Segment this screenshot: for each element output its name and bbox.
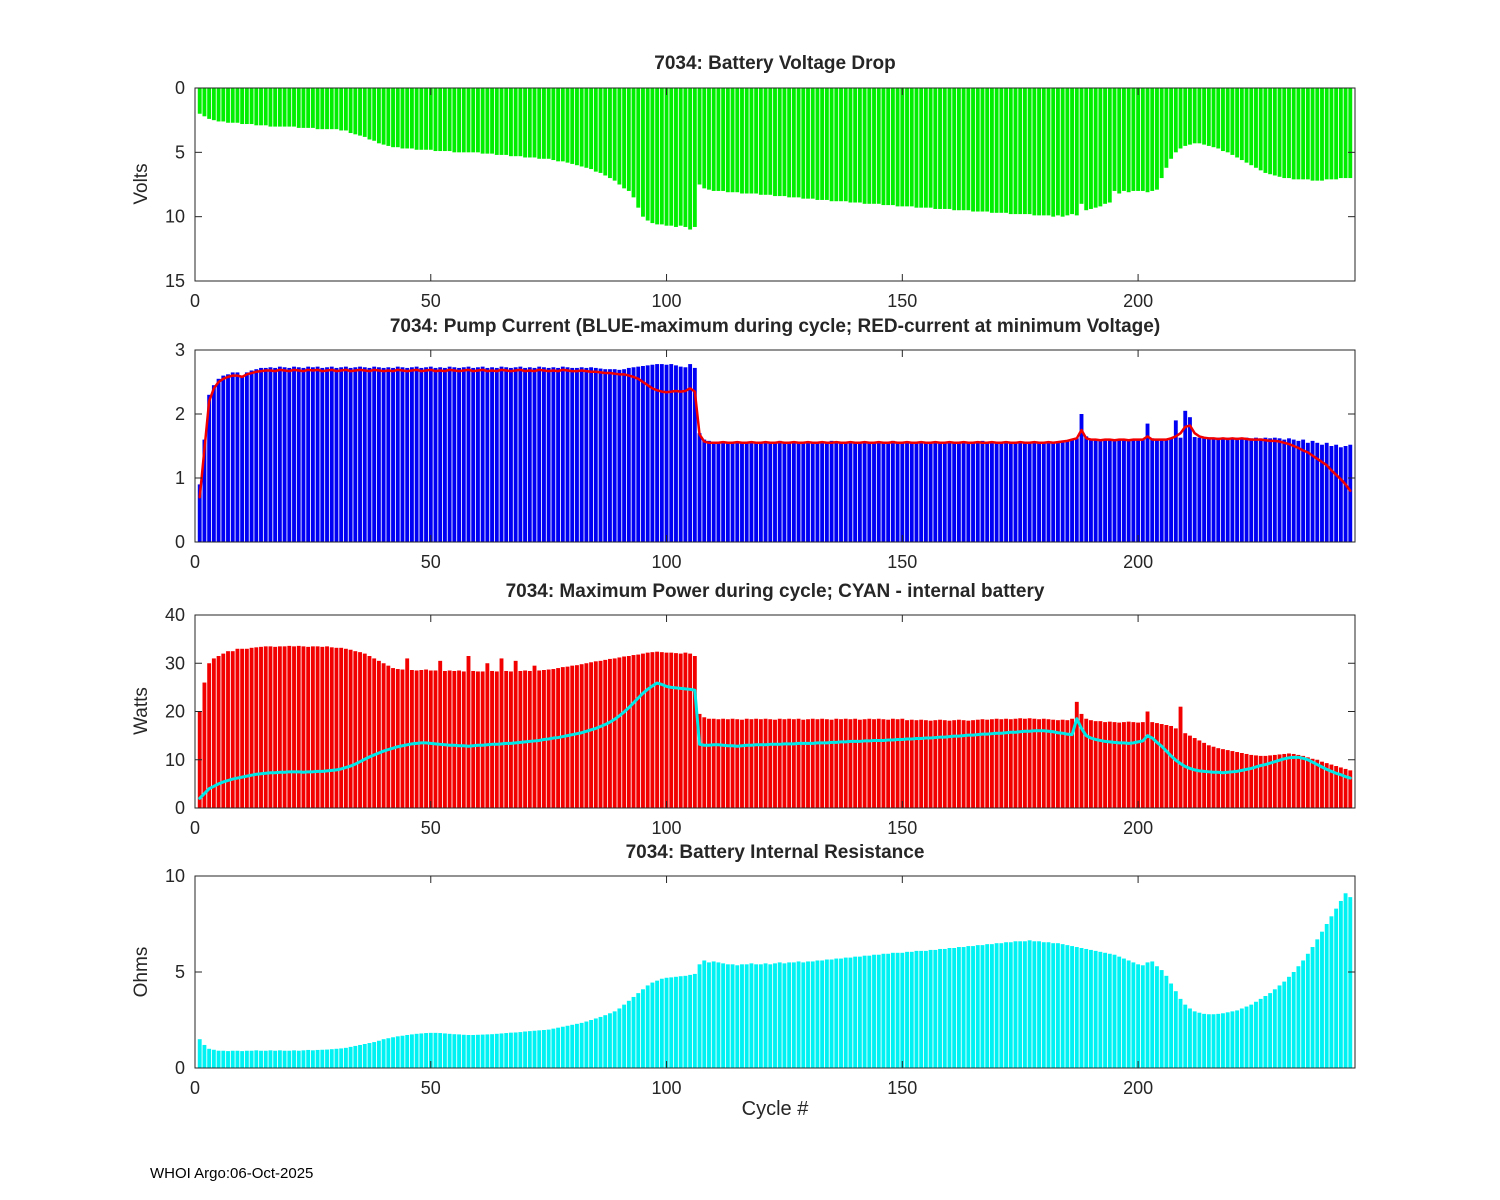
svg-text:2: 2 bbox=[175, 404, 185, 424]
svg-text:50: 50 bbox=[421, 552, 441, 572]
svg-text:200: 200 bbox=[1123, 1078, 1153, 1098]
svg-text:50: 50 bbox=[421, 818, 441, 838]
svg-text:150: 150 bbox=[887, 1078, 917, 1098]
svg-text:0: 0 bbox=[175, 78, 185, 98]
svg-text:30: 30 bbox=[165, 653, 185, 673]
svg-text:200: 200 bbox=[1123, 291, 1153, 311]
panel-title-voltage-drop: 7034: Battery Voltage Drop bbox=[654, 53, 896, 74]
svg-text:50: 50 bbox=[421, 291, 441, 311]
svg-text:100: 100 bbox=[652, 1078, 682, 1098]
panel-title-internal-resistance: 7034: Battery Internal Resistance bbox=[625, 842, 925, 863]
svg-text:1: 1 bbox=[175, 468, 185, 488]
svg-text:0: 0 bbox=[190, 1078, 200, 1098]
svg-text:40: 40 bbox=[165, 605, 185, 625]
ylabel-watts: Watts bbox=[131, 687, 152, 735]
ylabel-volts: Volts bbox=[131, 163, 152, 205]
svg-text:15: 15 bbox=[165, 271, 185, 291]
svg-text:5: 5 bbox=[175, 142, 185, 162]
svg-text:200: 200 bbox=[1123, 552, 1153, 572]
svg-text:100: 100 bbox=[652, 291, 682, 311]
svg-text:0: 0 bbox=[175, 798, 185, 818]
svg-text:150: 150 bbox=[887, 552, 917, 572]
svg-text:5: 5 bbox=[175, 962, 185, 982]
svg-text:3: 3 bbox=[175, 340, 185, 360]
footer-timestamp: WHOI Argo:06-Oct-2025 bbox=[150, 1165, 314, 1182]
svg-text:100: 100 bbox=[652, 552, 682, 572]
panel-title-pump-current: 7034: Pump Current (BLUE-maximum during … bbox=[389, 316, 1161, 337]
svg-text:0: 0 bbox=[175, 1058, 185, 1078]
svg-text:10: 10 bbox=[165, 866, 185, 886]
svg-text:0: 0 bbox=[190, 818, 200, 838]
svg-text:150: 150 bbox=[887, 818, 917, 838]
xlabel-cycle-number: Cycle # bbox=[741, 1098, 809, 1120]
svg-text:10: 10 bbox=[165, 207, 185, 227]
svg-text:0: 0 bbox=[175, 532, 185, 552]
svg-text:0: 0 bbox=[190, 291, 200, 311]
svg-text:150: 150 bbox=[887, 291, 917, 311]
ylabel-ohms: Ohms bbox=[131, 946, 152, 998]
svg-text:200: 200 bbox=[1123, 818, 1153, 838]
svg-text:100: 100 bbox=[652, 818, 682, 838]
panel-title-max-power: 7034: Maximum Power during cycle; CYAN -… bbox=[505, 581, 1045, 602]
svg-text:10: 10 bbox=[165, 750, 185, 770]
svg-text:20: 20 bbox=[165, 702, 185, 722]
svg-text:50: 50 bbox=[421, 1078, 441, 1098]
svg-text:0: 0 bbox=[190, 552, 200, 572]
